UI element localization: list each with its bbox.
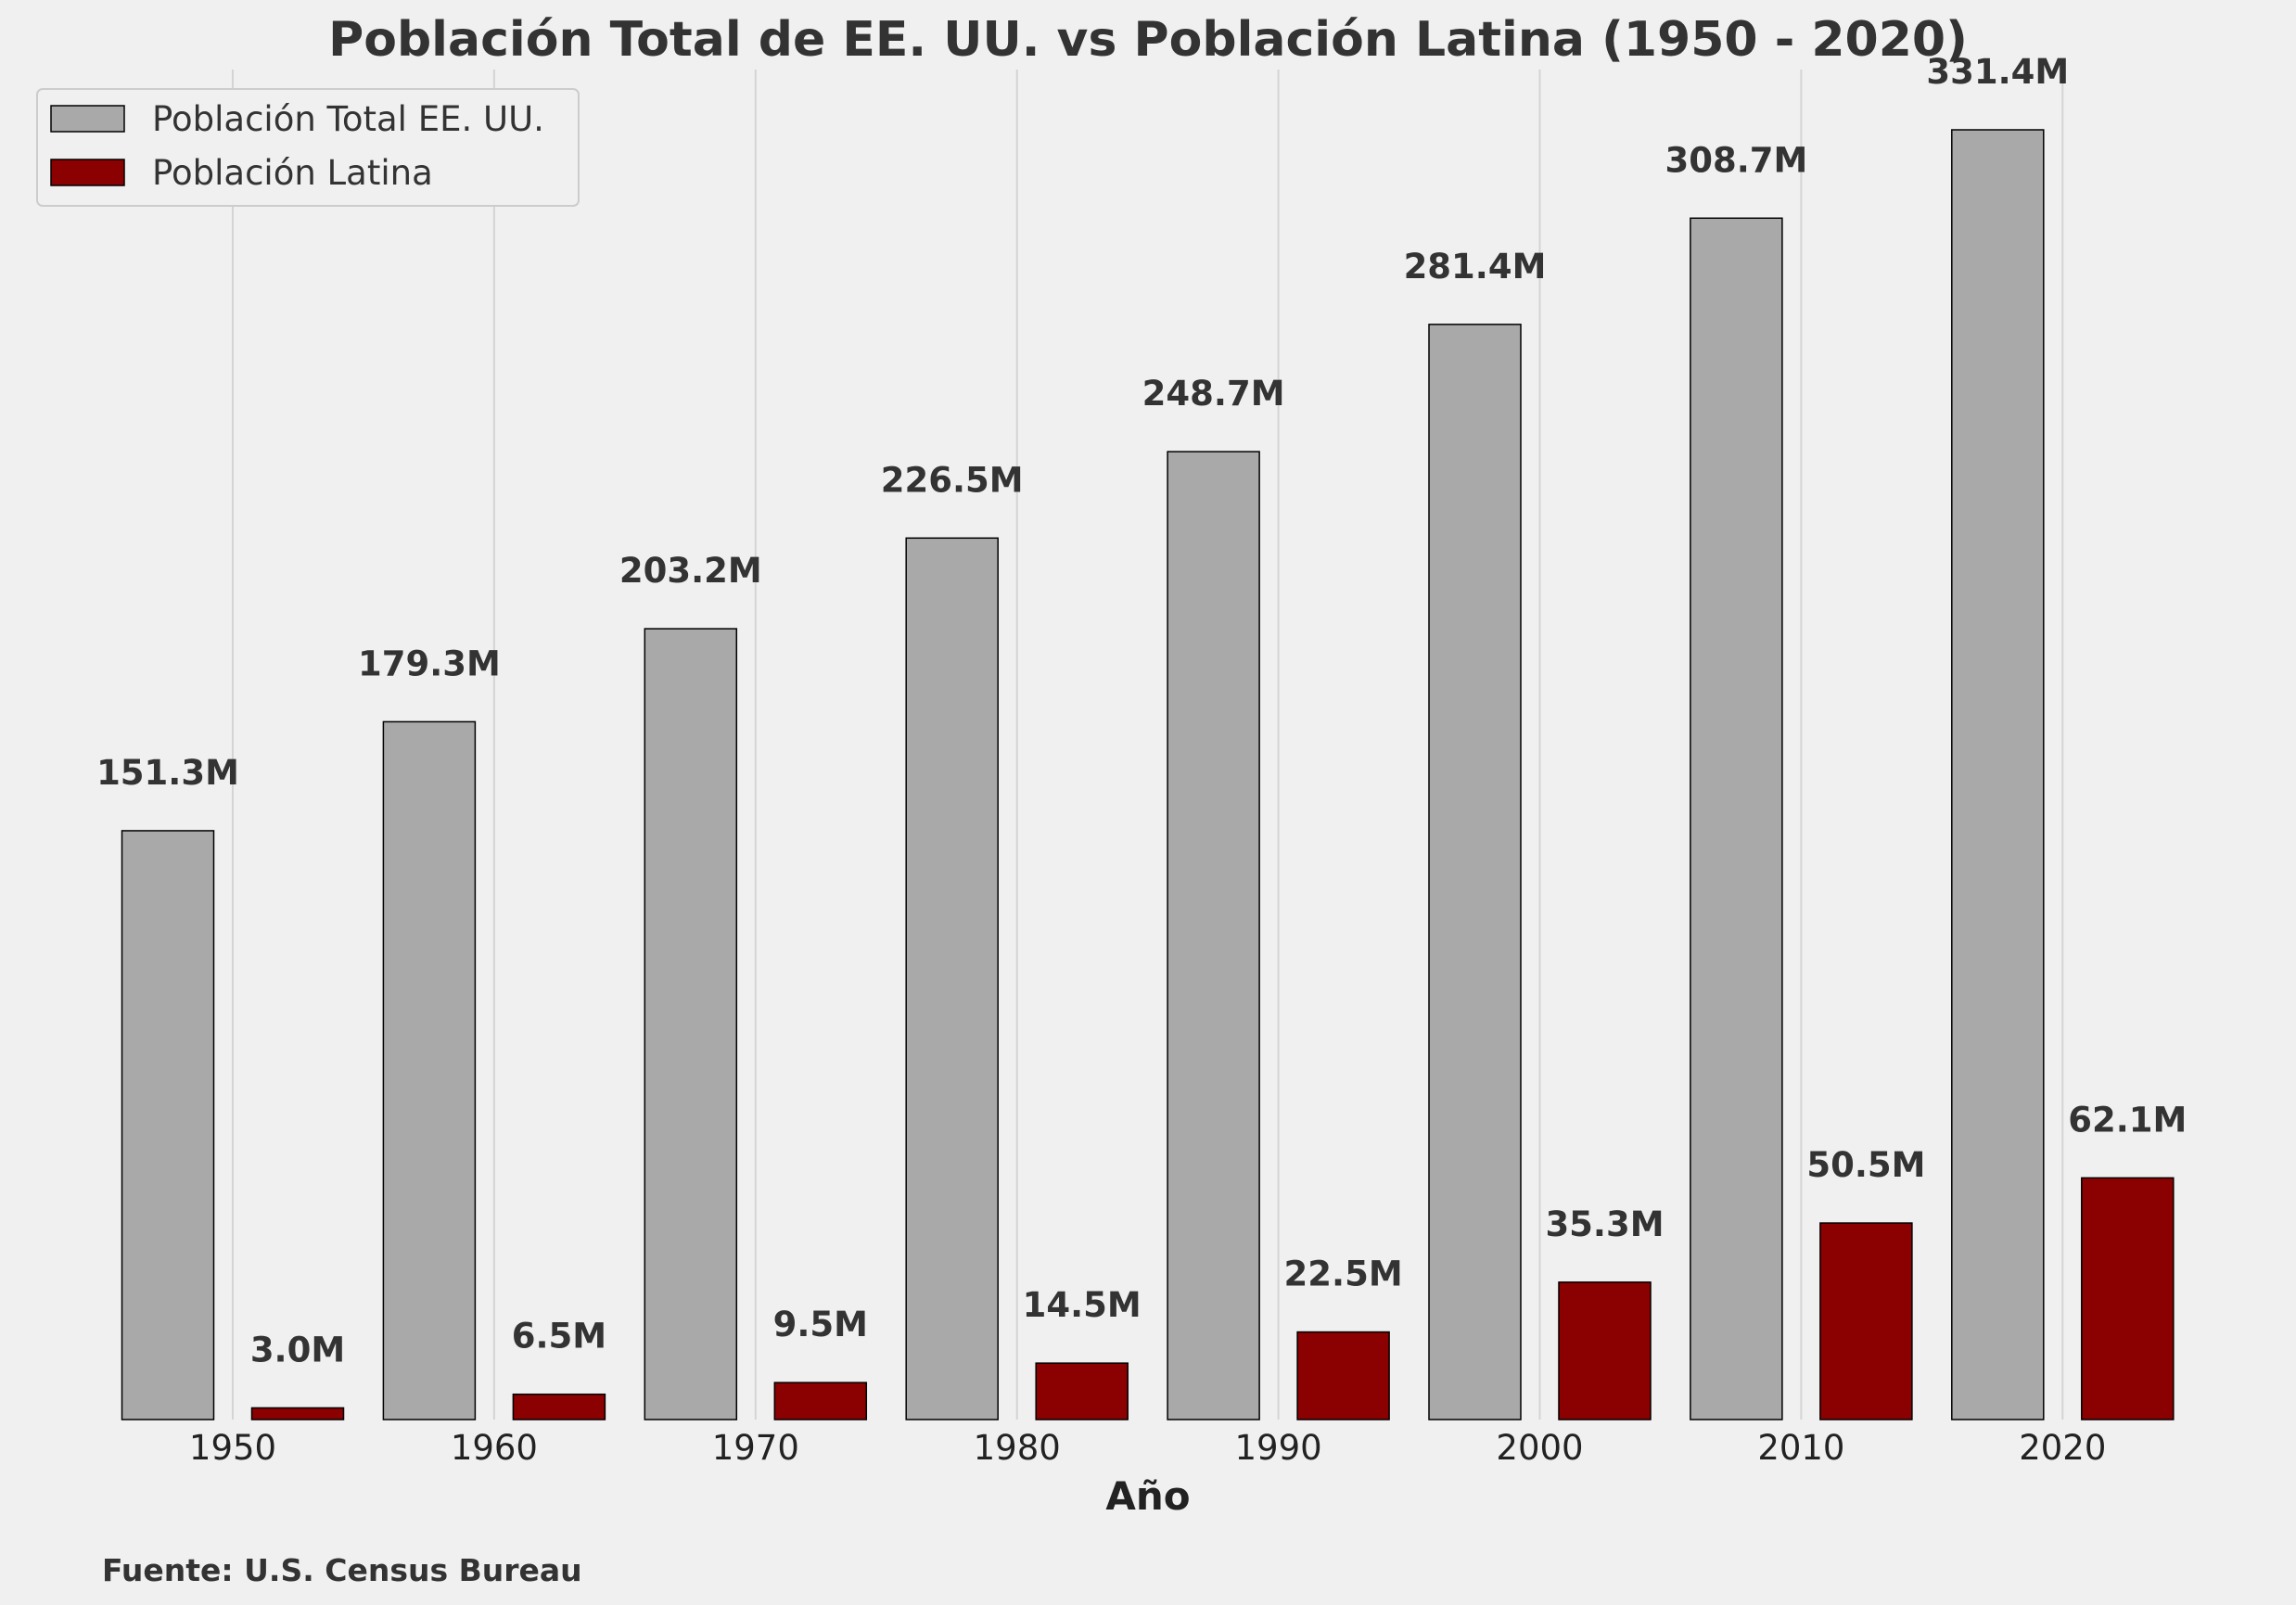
bar-latina bbox=[1296, 1331, 1390, 1420]
value-label-total: 226.5M bbox=[881, 460, 1024, 500]
value-label-total: 151.3M bbox=[96, 753, 239, 793]
chart-title: Población Total de EE. UU. vs Población … bbox=[328, 12, 1968, 68]
value-label-total: 331.4M bbox=[1926, 52, 2069, 92]
bar-total bbox=[905, 537, 999, 1420]
x-tick-label: 1960 bbox=[451, 1428, 538, 1468]
value-label-latina: 62.1M bbox=[2068, 1100, 2187, 1140]
x-tick-label: 2000 bbox=[1496, 1428, 1583, 1468]
bar-total bbox=[382, 720, 477, 1420]
legend-label-latina: Población Latina bbox=[152, 153, 433, 193]
value-label-latina: 3.0M bbox=[250, 1330, 345, 1369]
x-tick-label: 2020 bbox=[2019, 1428, 2106, 1468]
bar-total bbox=[644, 628, 738, 1420]
grid-lines bbox=[232, 70, 2064, 1420]
value-label-total: 248.7M bbox=[1142, 374, 1285, 414]
bar-latina bbox=[1035, 1362, 1129, 1420]
x-tick-label: 1970 bbox=[712, 1428, 799, 1468]
x-tick-labels: 1950 1960 1970 1980 1990 2000 2010 2020 bbox=[189, 1428, 2106, 1468]
value-label-total: 179.3M bbox=[358, 643, 501, 683]
bar-total bbox=[1167, 451, 1260, 1420]
value-label-latina: 9.5M bbox=[773, 1305, 868, 1344]
legend-swatch-total bbox=[50, 105, 125, 133]
legend-frame bbox=[36, 88, 580, 207]
x-axis-label: Año bbox=[1105, 1473, 1190, 1519]
x-tick-label: 2010 bbox=[1757, 1428, 1844, 1468]
bar-total bbox=[1951, 129, 2045, 1420]
value-label-latina: 6.5M bbox=[512, 1317, 606, 1357]
legend-label-total: Población Total EE. UU. bbox=[152, 99, 544, 139]
bar-latina bbox=[250, 1407, 345, 1420]
x-tick-label: 1950 bbox=[189, 1428, 276, 1468]
value-label-latina: 14.5M bbox=[1023, 1285, 1142, 1325]
bar-total bbox=[1690, 217, 1783, 1420]
value-label-latina: 22.5M bbox=[1284, 1255, 1403, 1294]
bar-latina bbox=[773, 1382, 868, 1420]
legend-swatch-latina bbox=[50, 159, 125, 186]
x-tick-label: 1980 bbox=[974, 1428, 1061, 1468]
value-label-total: 281.4M bbox=[1404, 247, 1547, 287]
bar-total bbox=[121, 830, 215, 1420]
bar-total bbox=[1428, 324, 1522, 1420]
value-label-total: 308.7M bbox=[1665, 140, 1807, 180]
bar-latina bbox=[512, 1393, 606, 1420]
value-labels: 151.3M 3.0M 179.3M 6.5M 203.2M 9.5M 226.5M 14.5… bbox=[96, 52, 2187, 1369]
value-label-latina: 50.5M bbox=[1806, 1145, 1925, 1185]
source-note: Fuente: U.S. Census Bureau bbox=[102, 1552, 582, 1588]
bar-latina bbox=[1558, 1281, 1652, 1420]
legend: Población Total EE. UU. Población Latina bbox=[36, 88, 580, 207]
x-tick-label: 1990 bbox=[1235, 1428, 1322, 1468]
bar-latina bbox=[1819, 1222, 1913, 1420]
value-label-total: 203.2M bbox=[619, 551, 762, 591]
bar-latina bbox=[2081, 1177, 2175, 1420]
bars bbox=[121, 129, 2175, 1420]
value-label-latina: 35.3M bbox=[1545, 1204, 1664, 1244]
